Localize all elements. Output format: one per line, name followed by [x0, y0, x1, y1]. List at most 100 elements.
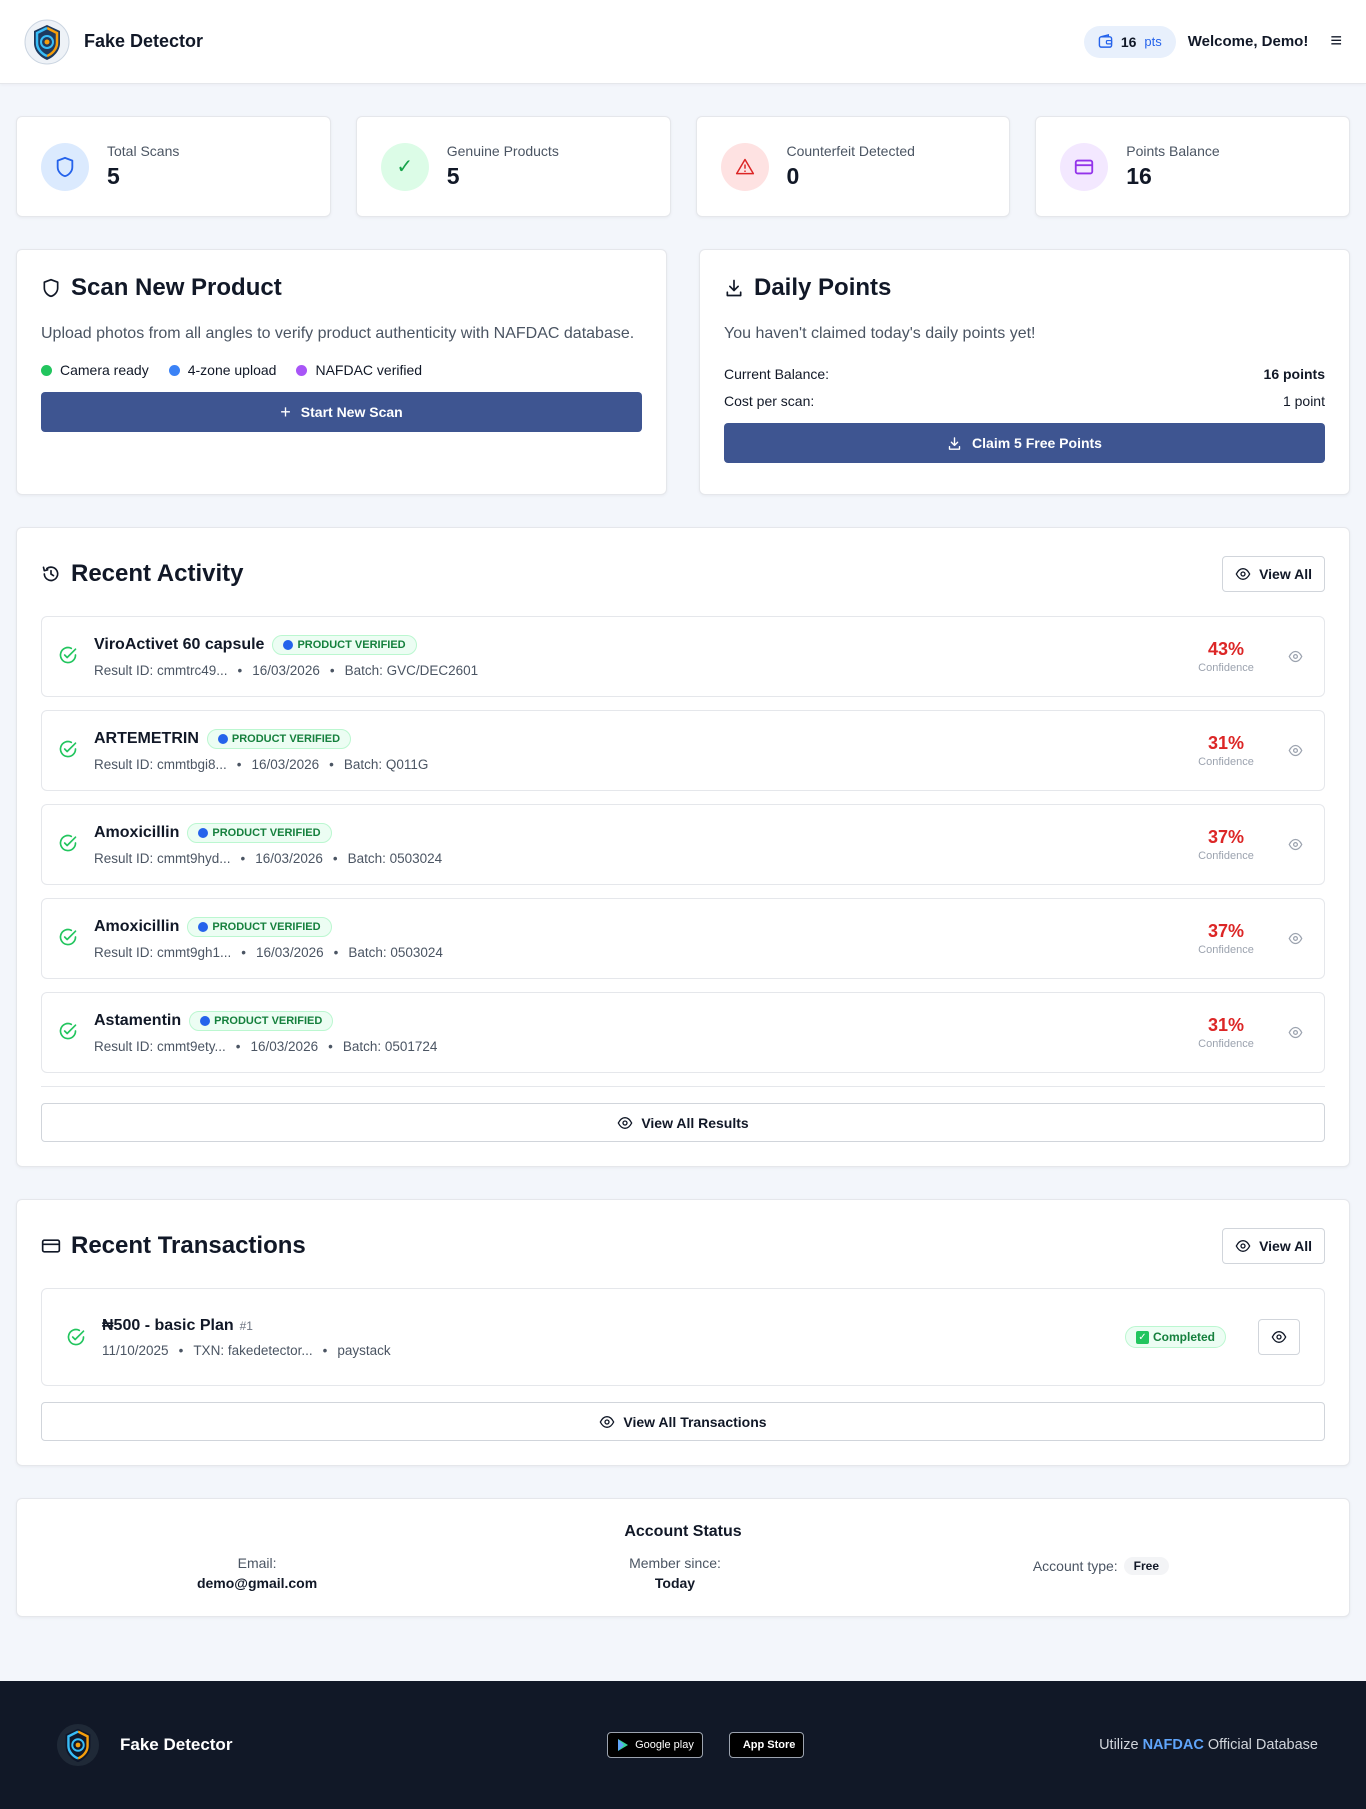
- account-title: Account Status: [624, 1523, 742, 1540]
- view-all-results-button[interactable]: View All Results: [41, 1103, 1325, 1142]
- view-all-transactions-label: View All Transactions: [623, 1413, 767, 1430]
- stat-label: Points Balance: [1126, 143, 1220, 159]
- scan-title-text: Scan New Product: [71, 274, 282, 301]
- check-icon: ✓: [380, 142, 429, 191]
- check-circle-icon: [58, 645, 78, 669]
- email-value: demo@gmail.com: [196, 1575, 318, 1591]
- check-circle-icon: [58, 927, 78, 951]
- header-actions: 16 pts Welcome, Demo! ≡: [1083, 25, 1342, 58]
- activity-row[interactable]: ARTEMETRIN PRODUCT VERIFIED Result ID: cmm…: [41, 710, 1325, 791]
- badge-dot-icon: [198, 828, 209, 838]
- confidence-value: 37%: [1207, 921, 1245, 941]
- daily-points-card: Daily Points You haven't claimed today's…: [699, 249, 1350, 495]
- eye-icon: [1235, 1239, 1251, 1253]
- app-store-label: App Store: [742, 1739, 796, 1751]
- transaction-date: 11/10/2025: [102, 1342, 169, 1358]
- separator: •: [329, 757, 334, 772]
- separator: •: [241, 945, 247, 960]
- scan-title: Scan New Product: [41, 274, 642, 302]
- menu-icon[interactable]: ≡: [1330, 30, 1342, 52]
- feature-camera: Camera ready: [41, 362, 149, 378]
- store-badges: Google play App Store: [607, 1732, 805, 1758]
- confidence-label: Confidence: [1198, 850, 1254, 862]
- badge-dot-icon: [283, 640, 294, 650]
- balance-row: Current Balance: 16 points: [724, 366, 1325, 382]
- result-id: Result ID: cmmt9ety...: [94, 1039, 226, 1054]
- confidence-value: 31%: [1207, 733, 1245, 753]
- claim-points-label: Claim 5 Free Points: [972, 435, 1102, 451]
- account-status-card: Account Status Email: demo@gmail.com Mem…: [16, 1498, 1350, 1617]
- app-store-badge[interactable]: App Store: [728, 1732, 805, 1758]
- transaction-title-row: ₦500 - basic Plan #1: [102, 1317, 1109, 1335]
- footer-brand[interactable]: Fake Detector: [56, 1723, 232, 1767]
- claim-points-button[interactable]: Claim 5 Free Points: [724, 423, 1325, 463]
- activity-title-row: Astamentin PRODUCT VERIFIED: [94, 1011, 1170, 1031]
- cost-row: Cost per scan: 1 point: [724, 393, 1325, 409]
- separator: •: [329, 663, 335, 678]
- confidence-label: Confidence: [1198, 944, 1254, 956]
- card-icon: [1060, 142, 1109, 191]
- points-pill[interactable]: 16 pts: [1083, 25, 1176, 58]
- activity-row[interactable]: Amoxicillin PRODUCT VERIFIED Result ID: cm…: [41, 804, 1325, 885]
- separator: •: [237, 663, 243, 678]
- footer-text: Utilize NAFDAC Official Database: [1099, 1737, 1318, 1753]
- confidence-label: Confidence: [1198, 756, 1254, 768]
- eye-icon[interactable]: [1282, 1025, 1308, 1040]
- stats-row: Total Scans 5 ✓ Genuine Products 5 Count…: [16, 116, 1350, 217]
- play-icon: [618, 1739, 629, 1751]
- stat-points-balance: Points Balance 16: [1035, 116, 1350, 217]
- product-name: Amoxicillin: [94, 824, 180, 841]
- stat-value: 5: [446, 163, 460, 189]
- view-all-label: View All: [1259, 1238, 1312, 1254]
- view-transaction-button[interactable]: [1258, 1319, 1300, 1355]
- feature-label: Camera ready: [60, 362, 149, 378]
- status-label: Completed: [1152, 1330, 1215, 1344]
- google-play-label: Google play: [635, 1739, 694, 1751]
- history-icon: [42, 566, 59, 582]
- eye-icon[interactable]: [1282, 837, 1308, 852]
- stat-label: Counterfeit Detected: [786, 143, 915, 159]
- account-email: Email: demo@gmail.com: [197, 1555, 317, 1591]
- welcome-text: Welcome, Demo!: [1187, 33, 1309, 50]
- activity-row[interactable]: Astamentin PRODUCT VERIFIED Result ID: cmm…: [41, 992, 1325, 1073]
- separator: •: [328, 1039, 333, 1054]
- wallet-icon: [1098, 34, 1113, 48]
- activity-view-all-button[interactable]: View All: [1222, 556, 1325, 592]
- start-scan-button[interactable]: + Start New Scan: [41, 392, 642, 432]
- confidence: 31% Confidence: [1186, 1015, 1266, 1050]
- balance-label: Current Balance:: [724, 366, 830, 382]
- activity-meta: Result ID: cmmt9ety... • 16/03/2026 • Batch:…: [94, 1039, 1170, 1054]
- view-all-transactions-button[interactable]: View All Transactions: [41, 1402, 1325, 1441]
- activity-row[interactable]: ViroActivet 60 capsule PRODUCT VERIFIED Re…: [41, 616, 1325, 697]
- checkbox-icon: ✓: [1135, 1330, 1149, 1344]
- confidence-label: Confidence: [1198, 662, 1254, 674]
- activity-main: Amoxicillin PRODUCT VERIFIED Result ID: cm…: [94, 917, 1170, 960]
- shield-icon: [41, 142, 89, 191]
- check-circle-icon: [67, 1328, 85, 1346]
- account-member-since: Member since: Today: [629, 1555, 721, 1591]
- activity-title: Recent Activity: [41, 560, 244, 588]
- activity-main: ARTEMETRIN PRODUCT VERIFIED Result ID: cmm…: [94, 729, 1170, 772]
- status-badge: ✓ Completed: [1124, 1326, 1226, 1348]
- separator: •: [240, 851, 246, 866]
- eye-icon[interactable]: [1282, 743, 1308, 758]
- activity-main: Amoxicillin PRODUCT VERIFIED Result ID: cm…: [94, 823, 1170, 866]
- transaction-row[interactable]: ₦500 - basic Plan #1 11/10/2025 • TXN: fa…: [41, 1288, 1325, 1386]
- activity-row[interactable]: Amoxicillin PRODUCT VERIFIED Result ID: cm…: [41, 898, 1325, 979]
- google-play-badge[interactable]: Google play: [607, 1732, 703, 1758]
- scan-card: Scan New Product Upload photos from all …: [16, 249, 667, 495]
- confidence-value: 31%: [1207, 1015, 1245, 1035]
- eye-icon[interactable]: [1282, 649, 1308, 664]
- transactions-header: Recent Transactions View All: [41, 1228, 1325, 1264]
- stat-genuine-products: ✓ Genuine Products 5: [355, 116, 671, 217]
- confidence-value: 43%: [1207, 639, 1245, 659]
- verified-badge: PRODUCT VERIFIED: [189, 1011, 334, 1031]
- brand[interactable]: Fake Detector: [24, 19, 203, 65]
- check-circle-icon: [58, 739, 78, 763]
- eye-icon[interactable]: [1282, 931, 1308, 946]
- scan-description: Upload photos from all angles to verify …: [41, 325, 635, 342]
- stat-value: 16: [1126, 163, 1152, 189]
- transactions-view-all-button[interactable]: View All: [1222, 1228, 1325, 1264]
- app-header: Fake Detector 16 pts Welcome, Demo! ≡: [0, 0, 1366, 84]
- eye-icon: [599, 1415, 615, 1428]
